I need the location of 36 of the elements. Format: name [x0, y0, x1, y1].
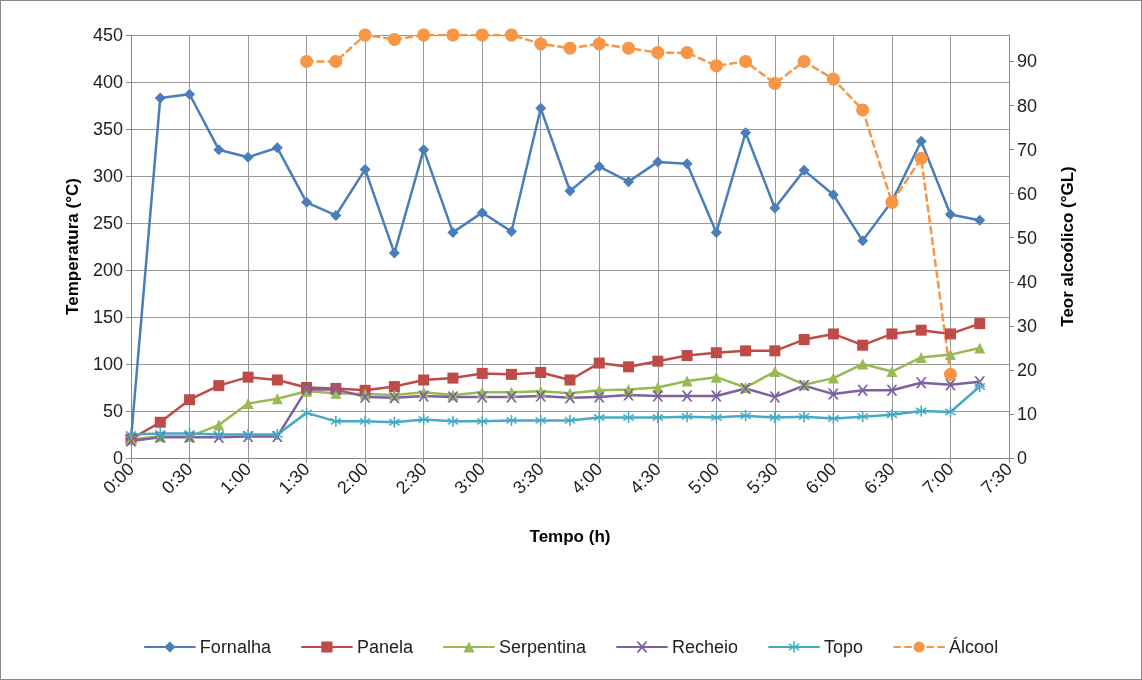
x-tick-label: 7:00 — [918, 458, 958, 498]
legend-label: Álcool — [949, 637, 999, 657]
x-tick-label: 7:30 — [977, 458, 1017, 498]
legend-label: Fornalha — [199, 637, 272, 657]
x-tick-label: 4:30 — [625, 458, 665, 498]
x-tick-label: 6:00 — [801, 458, 841, 498]
legend-label: Recheio — [672, 637, 739, 657]
legend-label: Serpentina — [498, 637, 588, 657]
y2-tick-label: 80 — [1017, 95, 1038, 116]
legend-label: Topo — [824, 637, 864, 657]
x-axis-title: Tempo (h) — [529, 527, 611, 546]
y2-tick-label: 70 — [1017, 139, 1038, 160]
y-axis-title: Temperatura (°C) — [63, 178, 82, 315]
y2-tick-label: 60 — [1017, 183, 1038, 204]
y2-axis-title: Teor alcoólico (°GL) — [1058, 166, 1077, 327]
y2-tick-label: 90 — [1017, 51, 1038, 72]
y-tick-label: 400 — [92, 72, 123, 92]
y2-tick-label: 10 — [1017, 403, 1038, 424]
x-tick-label: 3:00 — [450, 458, 490, 498]
y-tick-label: 100 — [92, 354, 123, 374]
y-tick-label: 150 — [92, 307, 123, 327]
y-tick-label: 50 — [102, 401, 123, 421]
x-tick-label: 4:00 — [567, 458, 607, 498]
y2-tick-label: 0 — [1017, 448, 1028, 468]
x-tick-label: 6:30 — [860, 458, 899, 498]
x-tick-label: 0:30 — [157, 458, 197, 498]
y-tick-label: 300 — [92, 166, 123, 186]
y2-tick-label: 50 — [1017, 227, 1038, 248]
y2-tick-label: 20 — [1017, 359, 1038, 380]
y2-tick-label: 40 — [1017, 271, 1038, 292]
y-tick-label: 250 — [92, 213, 123, 233]
y-tick-label: 450 — [92, 25, 123, 45]
y2-tick-label: 30 — [1017, 315, 1038, 336]
y-tick-label: 350 — [92, 119, 123, 139]
legend-label: Panela — [356, 637, 414, 657]
y-tick-label: 200 — [92, 260, 123, 280]
